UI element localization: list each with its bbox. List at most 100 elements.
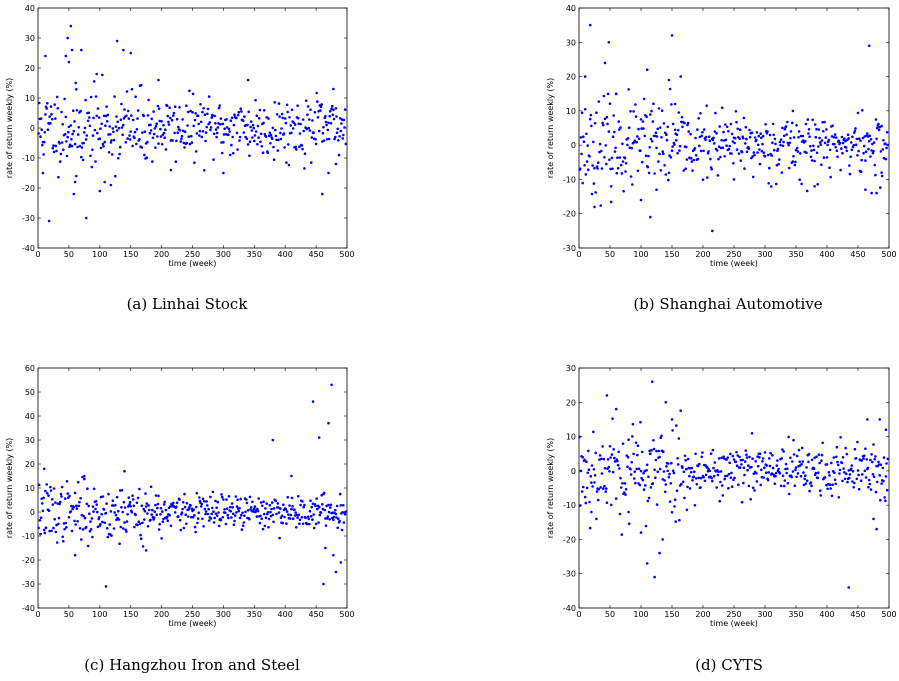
data-point [855, 477, 859, 481]
data-point [616, 167, 620, 170]
data-point [702, 149, 705, 153]
data-point [157, 494, 160, 498]
data-point [329, 503, 333, 507]
data-point [862, 144, 866, 148]
data-point [154, 146, 157, 149]
data-point [139, 533, 142, 537]
data-point [177, 515, 180, 518]
data-point [159, 127, 162, 131]
data-point [102, 144, 105, 148]
plot-frame [37, 367, 348, 609]
data-point [83, 131, 86, 134]
data-point [592, 430, 595, 434]
data-point [606, 122, 609, 126]
data-point [753, 136, 757, 139]
data-point [322, 139, 326, 142]
data-point [885, 462, 888, 465]
data-point [235, 505, 239, 508]
data-point [84, 525, 88, 529]
data-point [616, 459, 619, 463]
data-point [116, 120, 119, 124]
data-point [283, 515, 286, 519]
data-point [731, 140, 735, 143]
caption-d: (d) CYTS [695, 656, 763, 674]
data-point [776, 459, 779, 462]
data-point [673, 505, 676, 508]
data-point [284, 121, 288, 125]
data-point [303, 152, 307, 155]
data-point [704, 473, 708, 477]
data-point [718, 125, 721, 128]
data-point [801, 134, 805, 138]
data-point [48, 115, 51, 118]
data-point [697, 117, 700, 120]
data-point [712, 142, 716, 145]
data-point [746, 468, 749, 472]
data-point [73, 553, 77, 557]
data-point [224, 511, 227, 514]
data-point [97, 116, 101, 119]
data-point [630, 146, 633, 150]
data-point [298, 518, 302, 522]
data-point [816, 476, 819, 480]
data-point [42, 153, 45, 156]
data-point [130, 114, 133, 117]
data-point [88, 512, 91, 515]
data-point [81, 158, 85, 162]
x-tick-label: 150 [664, 250, 679, 259]
data-point [599, 486, 602, 489]
data-point [67, 516, 71, 519]
data-point [246, 123, 249, 127]
data-point [671, 122, 675, 126]
data-point [875, 191, 878, 195]
data-point [231, 506, 234, 509]
data-point [279, 516, 283, 519]
data-point [588, 117, 592, 121]
data-point [86, 544, 90, 548]
data-point [702, 475, 705, 479]
data-point [112, 130, 115, 134]
data-point [708, 139, 712, 142]
y-tick-label: 30 [566, 38, 576, 47]
y-tick-label: 20 [566, 73, 576, 82]
data-point [782, 140, 785, 144]
data-point [759, 483, 762, 487]
data-point [649, 215, 652, 219]
data-point [112, 527, 116, 530]
data-point [817, 471, 820, 475]
data-point [63, 527, 66, 531]
data-point [135, 128, 139, 131]
data-point [636, 169, 640, 173]
x-tick-label: 0 [576, 610, 581, 619]
data-point [276, 502, 280, 505]
data-point [587, 168, 590, 172]
data-point [831, 483, 834, 487]
data-point [699, 149, 703, 153]
data-point [844, 446, 847, 450]
data-point [658, 126, 662, 129]
data-point [261, 151, 265, 154]
data-point [149, 123, 152, 127]
data-point [629, 473, 633, 476]
data-point [206, 112, 209, 116]
data-point [126, 513, 129, 516]
data-point [671, 145, 674, 148]
data-point [248, 154, 251, 157]
data-point [809, 481, 813, 484]
data-point [88, 529, 92, 533]
data-point [641, 120, 645, 123]
data-point [854, 143, 858, 146]
data-point [322, 582, 325, 586]
data-point [727, 486, 730, 490]
data-point [334, 508, 337, 512]
data-point [862, 454, 866, 458]
data-point [137, 520, 140, 523]
data-point [712, 474, 716, 478]
data-point [159, 513, 162, 516]
data-point [98, 137, 102, 140]
data-point [791, 121, 794, 125]
data-point [740, 500, 744, 504]
data-point [760, 468, 763, 472]
data-point [749, 498, 752, 501]
data-point [693, 147, 697, 150]
